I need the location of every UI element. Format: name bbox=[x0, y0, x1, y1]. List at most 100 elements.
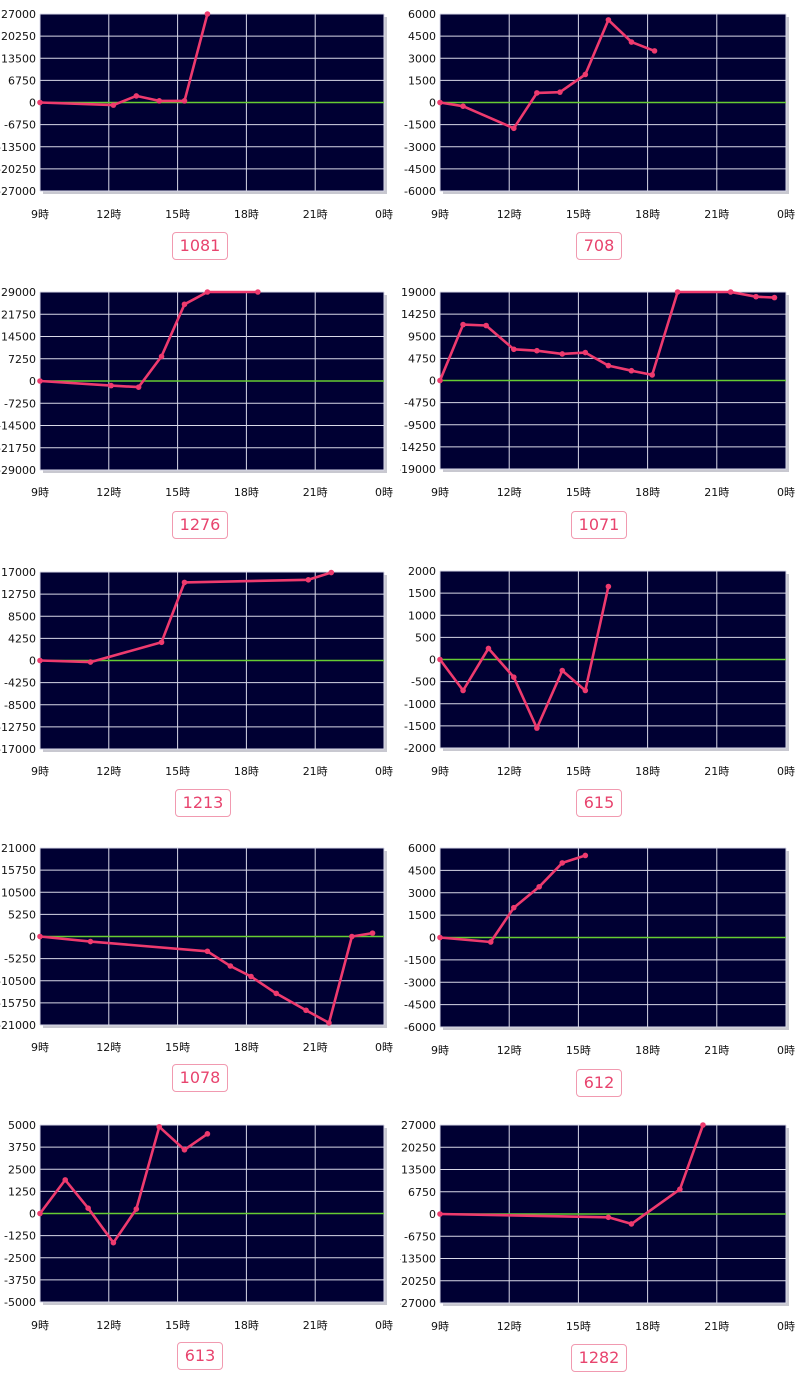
y-tick-label: 2000 bbox=[408, 565, 436, 578]
machine-number-label: 1213 bbox=[175, 789, 231, 817]
data-point bbox=[204, 289, 211, 295]
y-tick-label: 0 bbox=[429, 932, 436, 945]
data-point bbox=[534, 725, 540, 731]
y-tick-label: 20250 bbox=[401, 1141, 436, 1154]
y-tick-label: 8500 bbox=[8, 610, 36, 623]
chart-panel-1213: 17000 12750 8500 4250 0 -4250 -8500 -12750 -1700… bbox=[0, 556, 400, 834]
data-point bbox=[582, 687, 589, 694]
data-point bbox=[110, 1239, 117, 1246]
y-tick-label: 6750 bbox=[408, 1186, 436, 1199]
data-point bbox=[460, 321, 466, 328]
data-point bbox=[559, 667, 566, 674]
x-tick-label: 9時 bbox=[431, 1044, 449, 1057]
chart-svg: 17000 12750 8500 4250 0 -4250 -8500 -12750 -1700… bbox=[0, 566, 393, 778]
data-point bbox=[326, 1020, 332, 1026]
chart-svg: 21000 15750 10500 5250 0 -5250 -10500 -15750 -21… bbox=[0, 842, 393, 1054]
x-tick-label: 0時 bbox=[777, 765, 795, 778]
y-tick-label: -27000 bbox=[0, 185, 36, 198]
y-tick-label: 14500 bbox=[1, 331, 36, 344]
data-point bbox=[674, 289, 681, 295]
x-tick-label: 12時 bbox=[497, 208, 522, 221]
x-tick-label: 0時 bbox=[777, 1320, 795, 1333]
data-point bbox=[437, 1211, 443, 1217]
y-tick-label: -1500 bbox=[404, 119, 436, 132]
series-line bbox=[438, 290, 776, 382]
data-point bbox=[204, 948, 211, 955]
x-tick-label: 9時 bbox=[31, 486, 49, 499]
data-point bbox=[204, 1131, 211, 1137]
data-point bbox=[62, 1177, 69, 1183]
x-tick-label: 9時 bbox=[431, 486, 449, 499]
data-point bbox=[37, 99, 43, 106]
y-tick-label: 6000 bbox=[408, 842, 436, 855]
machine-number-label: 1081 bbox=[172, 232, 228, 260]
y-tick-label: -4500 bbox=[404, 999, 436, 1012]
x-tick-label: 0時 bbox=[375, 1041, 393, 1054]
chart-svg: 27000 20250 13500 6750 0 -6750 -13500 -20250 -27… bbox=[0, 8, 393, 221]
data-point bbox=[649, 372, 656, 378]
x-tick-label: 18時 bbox=[635, 1044, 660, 1057]
chart-panel-613: 5000 3750 2500 1250 0 -1250 -2500 -3750 -5000 9時 1… bbox=[0, 1112, 400, 1393]
y-tick-label: -13500 bbox=[0, 141, 36, 154]
y-tick-label: 13500 bbox=[1, 52, 36, 65]
x-tick-label: 15時 bbox=[165, 486, 190, 499]
chart-panel-615: 2000 1500 1000 500 0 -500 -1000 -1500 -2000 9時 12時… bbox=[400, 556, 800, 834]
data-point bbox=[156, 1123, 163, 1130]
y-tick-label: -19000 bbox=[400, 463, 436, 476]
y-tick-label: 3000 bbox=[408, 52, 436, 65]
x-tick-label: 18時 bbox=[635, 486, 660, 499]
y-tick-label: -1500 bbox=[404, 720, 436, 733]
data-point bbox=[37, 378, 43, 384]
x-tick-label: 12時 bbox=[96, 208, 121, 221]
data-point bbox=[158, 353, 165, 360]
machine-number-label: 1276 bbox=[172, 511, 228, 539]
y-tick-label: -8500 bbox=[4, 699, 36, 712]
data-point bbox=[628, 367, 635, 374]
y-tick-label: 17000 bbox=[1, 566, 36, 579]
y-tick-label: 0 bbox=[29, 655, 36, 668]
data-point bbox=[511, 125, 517, 132]
y-tick-label: -27000 bbox=[400, 1297, 436, 1310]
data-point bbox=[181, 1146, 188, 1153]
y-tick-label: -2000 bbox=[404, 742, 436, 755]
x-tick-label: 12時 bbox=[96, 1041, 121, 1054]
y-tick-label: 1250 bbox=[8, 1185, 36, 1198]
data-point bbox=[87, 659, 94, 665]
y-tick-label: -1500 bbox=[404, 954, 436, 967]
data-point bbox=[771, 294, 778, 301]
y-tick-label: -5000 bbox=[4, 1296, 36, 1309]
x-tick-label: 12時 bbox=[497, 1044, 522, 1057]
x-tick-label: 9時 bbox=[31, 1319, 49, 1332]
machine-number-label: 615 bbox=[576, 789, 622, 817]
y-tick-label: -5250 bbox=[4, 953, 36, 966]
data-point bbox=[460, 687, 466, 694]
x-tick-label: 15時 bbox=[566, 1320, 591, 1333]
x-tick-label: 21時 bbox=[303, 1041, 328, 1054]
y-tick-label: 4250 bbox=[8, 632, 36, 645]
y-tick-label: 27000 bbox=[401, 1119, 436, 1132]
x-tick-label: 12時 bbox=[96, 1319, 121, 1332]
y-tick-label: -29000 bbox=[0, 464, 36, 477]
data-point bbox=[248, 973, 254, 980]
y-tick-label: 14250 bbox=[401, 308, 436, 321]
x-tick-label: 12時 bbox=[497, 1320, 522, 1333]
data-point bbox=[133, 1206, 140, 1212]
y-tick-label: 0 bbox=[429, 375, 436, 388]
chart-svg: 6000 4500 3000 1500 0 -1500 -3000 -4500 -6000 9時 1… bbox=[404, 8, 795, 221]
chart-panel-1078: 21000 15750 10500 5250 0 -5250 -10500 -15750 -21… bbox=[0, 834, 400, 1112]
x-tick-label: 18時 bbox=[234, 486, 259, 499]
y-tick-label: -20250 bbox=[0, 163, 36, 176]
y-tick-label: -20250 bbox=[400, 1275, 436, 1288]
data-point bbox=[753, 293, 759, 300]
data-point bbox=[628, 39, 635, 45]
y-tick-label: -6000 bbox=[404, 185, 436, 198]
data-point bbox=[85, 1205, 91, 1211]
data-point bbox=[559, 351, 566, 357]
x-tick-label: 21時 bbox=[303, 765, 328, 778]
y-tick-label: 4500 bbox=[408, 864, 436, 877]
x-tick-label: 0時 bbox=[375, 208, 393, 221]
y-tick-label: -14500 bbox=[0, 420, 36, 433]
y-tick-label: -500 bbox=[411, 676, 436, 689]
data-point bbox=[605, 17, 612, 23]
data-point bbox=[305, 577, 312, 583]
